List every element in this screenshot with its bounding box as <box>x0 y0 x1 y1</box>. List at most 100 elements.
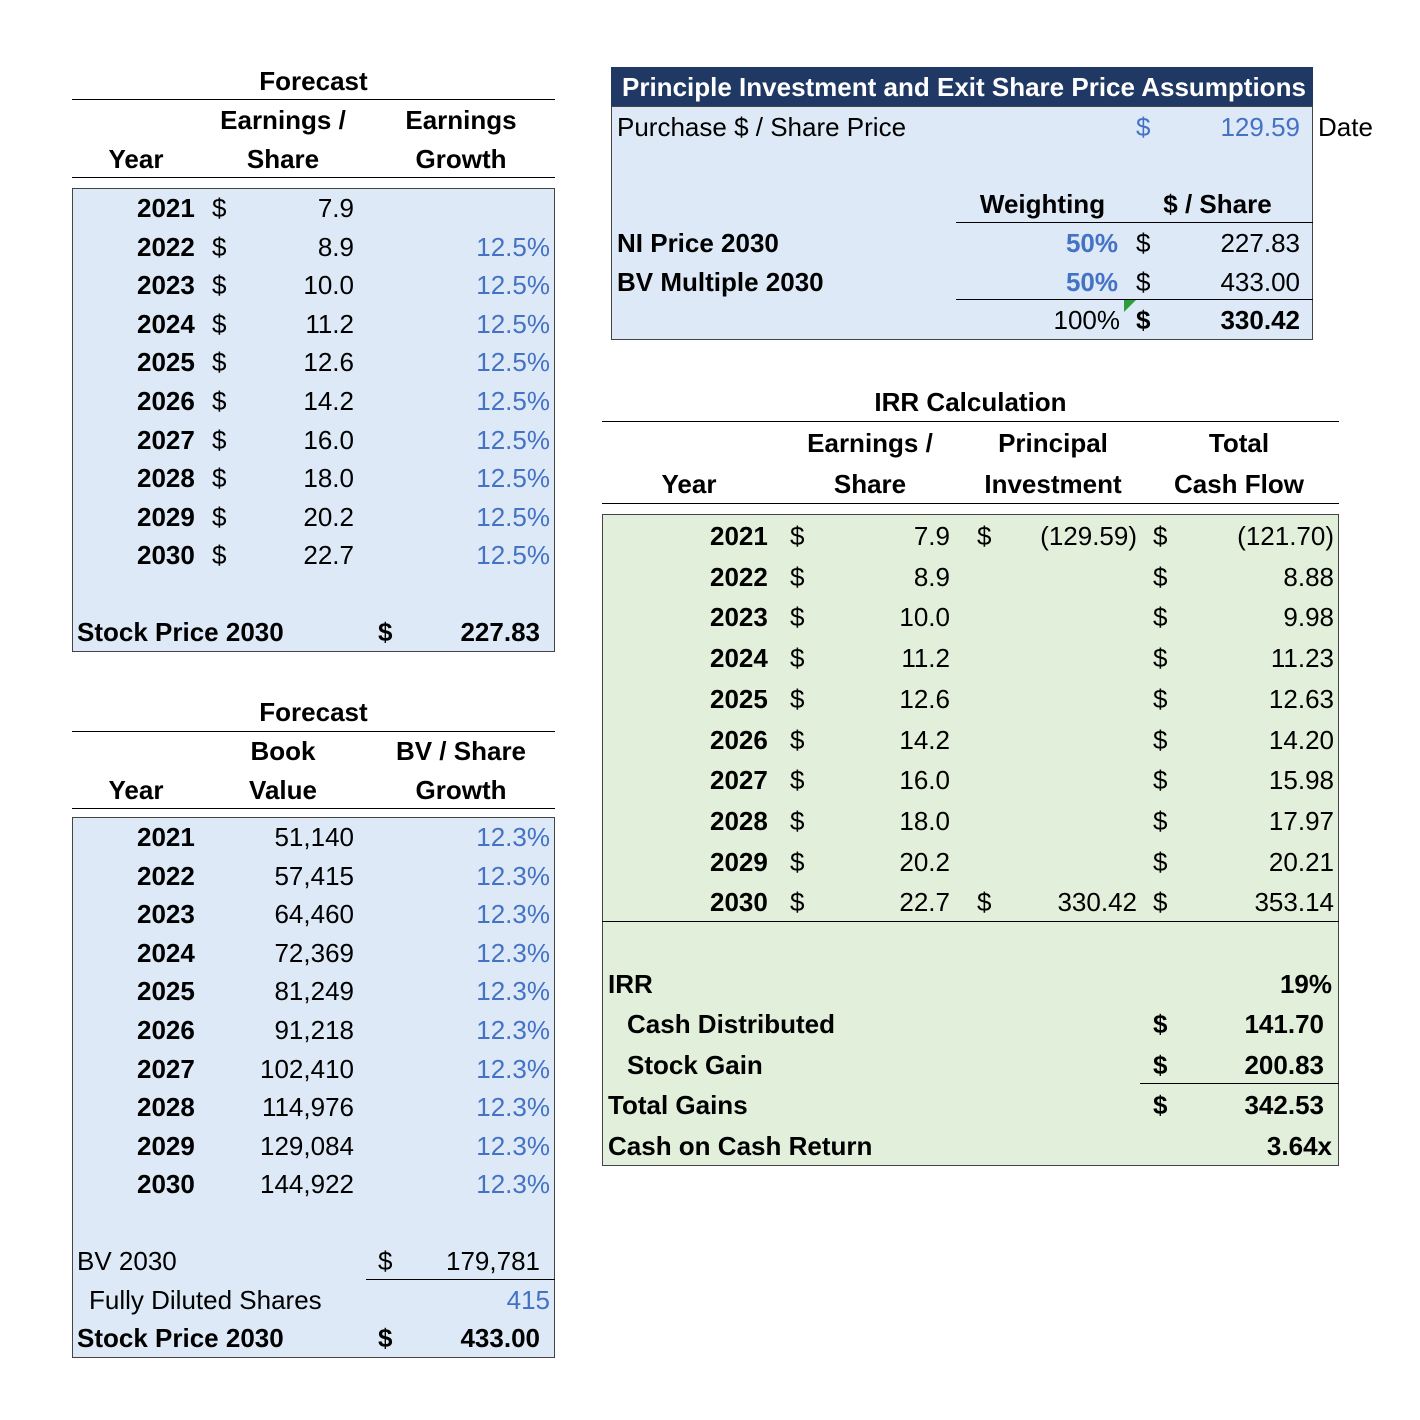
eps-table-body <box>72 188 555 652</box>
assumptions-title: Principle Investment and Exit Share Pric… <box>622 72 1306 102</box>
irr-table-title: IRR Calculation <box>874 387 1067 417</box>
comment-marker-icon <box>1124 300 1136 312</box>
table-row-eps: 12.6 <box>899 683 950 714</box>
table-row-year: 2028 <box>710 805 768 836</box>
table-row-total: 353.14 <box>1254 887 1334 918</box>
table-row-currency: $ <box>1153 643 1168 674</box>
table-row-book-value: 91,218 <box>274 1015 354 1045</box>
table-row-eps: 10.0 <box>899 602 950 633</box>
bv2030-label: BV 2030 <box>77 1246 177 1276</box>
total-weight: 100% <box>1053 305 1121 335</box>
irr-label: IRR <box>608 969 653 999</box>
table-row-growth: 12.3% <box>476 899 550 930</box>
table-row-currency: $ <box>212 463 227 494</box>
table-row-year: 2027 <box>137 424 195 455</box>
table-row-year: 2024 <box>710 643 768 674</box>
total-gains-label: Total Gains <box>608 1090 748 1120</box>
table-row-year: 2022 <box>710 561 768 592</box>
table-row-growth: 12.3% <box>476 1015 550 1045</box>
table-row-year: 2024 <box>137 937 195 968</box>
table-row-book-value: 129,084 <box>260 1130 354 1161</box>
table-row-growth: 12.3% <box>476 976 550 1007</box>
cash-distributed-label: Cash Distributed <box>627 1009 836 1039</box>
table-row-year: 2024 <box>137 308 195 339</box>
table-row-principal: 330.42 <box>1057 887 1137 918</box>
header-year: Year <box>108 144 164 174</box>
total-value: 330.42 <box>1220 305 1300 335</box>
table-row-growth: 12.5% <box>476 463 550 494</box>
assumptions-header-bar <box>611 67 1313 106</box>
divider <box>956 299 1313 300</box>
table-row-principal: (129.59) <box>1040 521 1137 551</box>
table-row-book-value: 81,249 <box>274 976 354 1007</box>
table-row-currency: $ <box>1153 887 1168 918</box>
bv-multiple-label: BV Multiple 2030 <box>617 267 824 297</box>
table-row-growth: 12.5% <box>476 386 550 416</box>
table-row-currency: $ <box>1153 805 1168 836</box>
table-row-eps: 8.9 <box>913 561 950 592</box>
table-row-eps: 12.6 <box>303 347 354 378</box>
irr-table-body <box>602 514 1339 1166</box>
header-eps-line1: Earnings / <box>220 105 346 135</box>
ni-weight-input[interactable]: 50% <box>1065 228 1118 258</box>
table-row-currency: $ <box>1153 724 1168 755</box>
bv-currency: $ <box>1136 267 1151 297</box>
stock-price-currency: $ <box>378 1323 393 1353</box>
table-row-book-value: 51,140 <box>274 822 354 852</box>
table-row-eps: 16.0 <box>303 424 354 455</box>
total-currency: $ <box>1136 305 1151 335</box>
table-row-currency: $ <box>790 887 805 918</box>
table-row-year: 2026 <box>710 724 768 755</box>
header-growth-line1: BV / Share <box>395 736 527 766</box>
table-row-growth: 12.3% <box>476 1053 550 1084</box>
divider <box>1140 1083 1339 1084</box>
table-row-currency: $ <box>212 270 227 301</box>
table-row-total: 11.23 <box>1270 643 1334 674</box>
cash-on-cash-label: Cash on Cash Return <box>608 1131 873 1161</box>
table-row-growth: 12.5% <box>476 424 550 455</box>
bv-weight-input[interactable]: 50% <box>1065 267 1118 297</box>
table-row-currency: $ <box>790 561 805 592</box>
table-row-currency: $ <box>212 540 227 571</box>
table-row-eps: 22.7 <box>303 540 354 571</box>
header-eps-line1: Earnings / <box>807 428 933 458</box>
table-row-book-value: 57,415 <box>274 860 354 891</box>
header-year: Year <box>661 469 717 499</box>
table-row-growth: 12.3% <box>476 822 550 852</box>
table-row-currency: $ <box>212 424 227 455</box>
table-row-year: 2030 <box>137 540 195 571</box>
cash-distributed-value: 141.70 <box>1244 1009 1324 1039</box>
table-row-total: 9.98 <box>1283 602 1334 633</box>
eps-table-title: Forecast <box>259 66 368 96</box>
divider <box>956 222 1313 223</box>
header-growth-line2: Growth <box>415 144 507 174</box>
header-total-line1: Total <box>1208 428 1270 458</box>
total-gains-currency: $ <box>1153 1090 1168 1120</box>
purchase-label: Purchase $ / Share Price <box>617 112 907 142</box>
total-gains-value: 342.53 <box>1244 1090 1324 1120</box>
bv2030-currency: $ <box>378 1246 393 1276</box>
date-label: Date <box>1318 112 1373 142</box>
stock-price-label: Stock Price 2030 <box>77 617 284 647</box>
shares-label: Fully Diluted Shares <box>89 1285 322 1315</box>
table-row-year: 2029 <box>137 1130 195 1161</box>
table-row-growth: 12.3% <box>476 1092 550 1123</box>
table-row-currency: $ <box>212 308 227 339</box>
header-growth-line2: Growth <box>415 775 507 805</box>
table-row-currency: $ <box>1153 521 1168 551</box>
ni-value: 227.83 <box>1220 228 1300 258</box>
table-row-currency: $ <box>212 501 227 532</box>
stock-price-value: 433.00 <box>460 1323 540 1353</box>
purchase-currency: $ <box>1136 112 1151 142</box>
table-row-eps: 14.2 <box>303 386 354 416</box>
table-row-currency: $ <box>212 386 227 416</box>
table-row-currency: $ <box>790 521 805 551</box>
table-row-eps: 8.9 <box>317 231 354 262</box>
table-row-eps: 20.2 <box>303 501 354 532</box>
table-row-currency: $ <box>790 846 805 877</box>
bv2030-value: 179,781 <box>446 1246 540 1276</box>
table-row-eps: 16.0 <box>899 765 950 796</box>
table-row-growth: 12.3% <box>476 937 550 968</box>
purchase-value: 129.59 <box>1220 112 1300 142</box>
table-row-year: 2030 <box>137 1169 195 1200</box>
